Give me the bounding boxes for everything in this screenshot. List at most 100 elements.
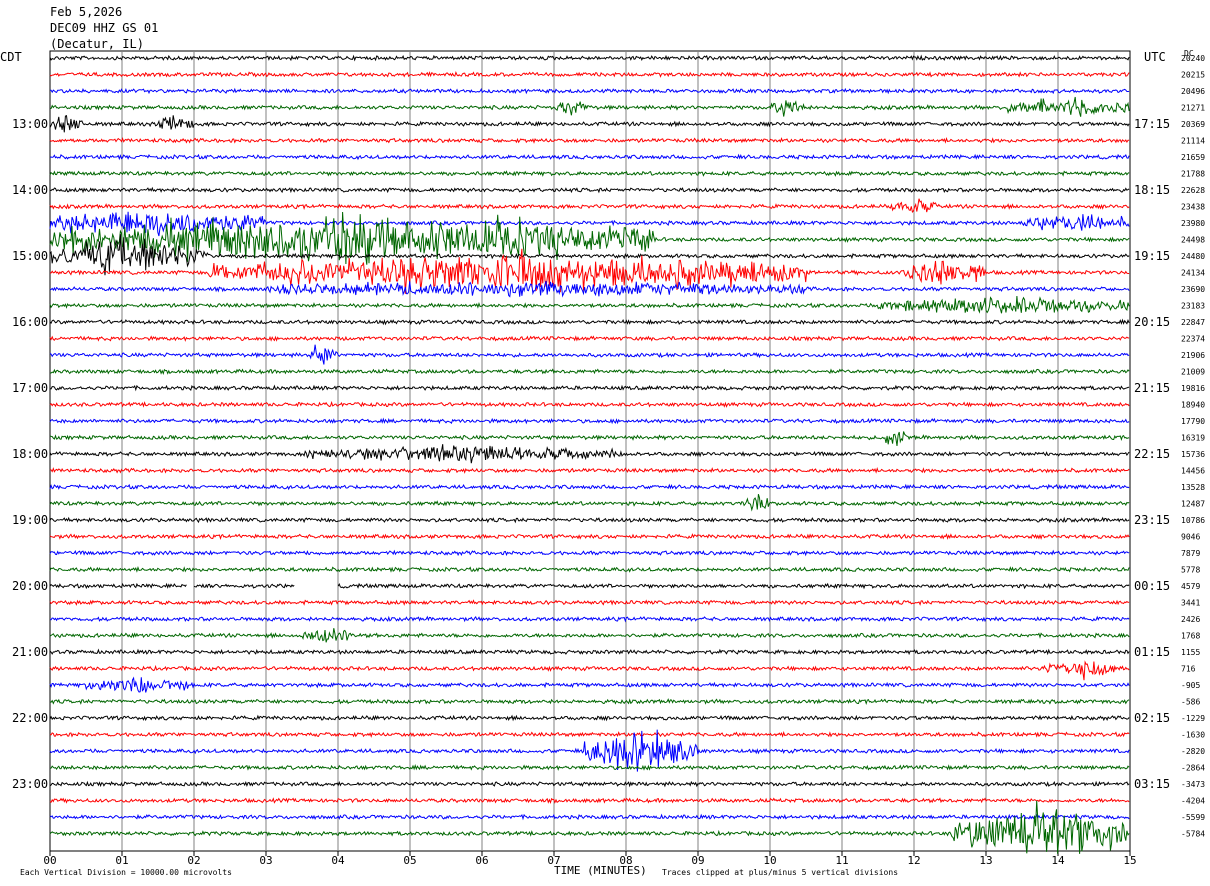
dc-offset-label: 1155 <box>1181 648 1200 657</box>
dc-offset-label: 22847 <box>1181 318 1205 327</box>
x-tick-label: 10 <box>763 854 776 867</box>
left-zone-label: CDT <box>0 50 22 64</box>
trace-line <box>49 516 1130 524</box>
right-hour-label: 03:15 <box>1134 777 1170 791</box>
dc-offset-label: 21009 <box>1181 368 1205 377</box>
dc-offset-label: -905 <box>1181 681 1200 690</box>
trace-line <box>49 797 1130 805</box>
x-tick-label: 14 <box>1051 854 1065 867</box>
trace-line <box>49 211 1130 237</box>
right-hour-label: 02:15 <box>1134 711 1170 725</box>
trace-line <box>49 764 1130 771</box>
dc-offset-label: 13528 <box>1181 483 1205 492</box>
dc-offset-label: -1630 <box>1181 731 1205 740</box>
dc-offset-label: -1229 <box>1181 714 1205 723</box>
dc-offset-label: 21114 <box>1181 137 1205 146</box>
trace-line <box>49 234 1130 276</box>
dc-offset-label: 21788 <box>1181 170 1205 179</box>
dc-offset-label: 23980 <box>1181 219 1205 228</box>
trace-line <box>49 170 1130 177</box>
right-hour-label: 23:15 <box>1134 513 1170 527</box>
x-tick-label: 07 <box>547 854 560 867</box>
trace-line <box>49 295 1130 314</box>
footer-scale-note: Each Vertical Division = 10000.00 microv… <box>20 868 232 877</box>
trace-line <box>49 54 1130 62</box>
trace-line <box>49 467 1130 474</box>
trace-line <box>49 344 1130 365</box>
trace-line <box>49 335 1130 342</box>
left-hour-label: 14:00 <box>12 183 48 197</box>
left-hour-label: 13:00 <box>12 117 48 131</box>
x-axis-label: TIME (MINUTES) <box>554 864 647 877</box>
dc-offset-label: 23690 <box>1181 285 1205 294</box>
dc-offset-label: 24498 <box>1181 236 1205 245</box>
dc-offset-label: 21906 <box>1181 351 1205 360</box>
x-tick-label: 11 <box>835 854 848 867</box>
right-hour-label: 20:15 <box>1134 315 1170 329</box>
trace-line <box>49 70 1130 78</box>
left-hour-label: 22:00 <box>12 711 48 725</box>
dc-offset-label: 5778 <box>1181 566 1200 575</box>
left-hour-label: 16:00 <box>12 315 48 329</box>
trace-line <box>49 698 1130 705</box>
dc-offset-label: 24480 <box>1181 252 1205 261</box>
left-hour-label: 15:00 <box>12 249 48 263</box>
x-tick-label: 01 <box>115 854 128 867</box>
header-station: DEC09 HHZ GS 01 <box>50 21 159 35</box>
dc-offset-label: 9046 <box>1181 533 1200 542</box>
trace-line <box>49 676 1130 693</box>
dc-offset-label: 19816 <box>1181 384 1205 393</box>
trace-line <box>50 368 1130 376</box>
trace-line <box>50 87 1130 95</box>
trace-line <box>49 660 1130 681</box>
dc-offset-label: 18940 <box>1181 401 1205 410</box>
dc-offset-label: 20215 <box>1181 71 1205 80</box>
right-hour-label: 17:15 <box>1134 117 1170 131</box>
left-hour-label: 18:00 <box>12 447 48 461</box>
dc-offset-label: 17790 <box>1181 417 1205 426</box>
x-tick-label: 13 <box>979 854 992 867</box>
trace-line <box>50 384 1130 392</box>
left-hour-label: 21:00 <box>12 645 48 659</box>
trace-line <box>49 431 1130 446</box>
x-tick-label: 00 <box>43 854 56 867</box>
trace-line <box>49 483 1130 491</box>
dc-offset-label: 22628 <box>1181 186 1205 195</box>
dc-offset-label: 16319 <box>1181 434 1205 443</box>
x-tick-label: 04 <box>331 854 345 867</box>
trace-line <box>49 96 1130 117</box>
left-hour-label: 19:00 <box>12 513 48 527</box>
trace-line <box>49 780 1130 788</box>
right-hour-label: 00:15 <box>1134 579 1170 593</box>
right-zone-label: UTC <box>1144 50 1166 64</box>
dc-offset-label: -586 <box>1181 698 1200 707</box>
x-tick-label: 08 <box>619 854 632 867</box>
x-tick-label: 15 <box>1123 854 1136 867</box>
trace-line <box>49 800 1130 854</box>
left-hour-label: 20:00 <box>12 579 48 593</box>
trace-line <box>49 444 1130 464</box>
dc-offset-label: 15736 <box>1181 450 1205 459</box>
trace-line <box>49 280 1130 298</box>
trace-line <box>49 318 1130 326</box>
dc-offset-label: 14456 <box>1181 467 1205 476</box>
trace-line <box>49 533 1130 540</box>
trace-line <box>49 549 1130 557</box>
header-location: (Decatur, IL) <box>50 37 144 51</box>
trace-line <box>49 582 1130 590</box>
right-hour-label: 22:15 <box>1134 447 1170 461</box>
dc-offset-label: 23183 <box>1181 302 1205 311</box>
dc-offset-label: 1768 <box>1181 632 1200 641</box>
dc-offset-label: 4579 <box>1181 582 1200 591</box>
dc-offset-label: 10786 <box>1181 516 1205 525</box>
dc-offset-label: 716 <box>1181 665 1196 674</box>
trace-line <box>49 417 1130 425</box>
dc-offset-label: 3441 <box>1181 599 1200 608</box>
trace-line <box>49 198 1130 214</box>
trace-line <box>49 731 1130 738</box>
dc-offset-label: 2426 <box>1181 615 1200 624</box>
trace-line <box>49 615 1130 623</box>
trace-line <box>49 211 1130 265</box>
dc-offset-label: 22374 <box>1181 335 1205 344</box>
trace-line <box>49 648 1130 656</box>
